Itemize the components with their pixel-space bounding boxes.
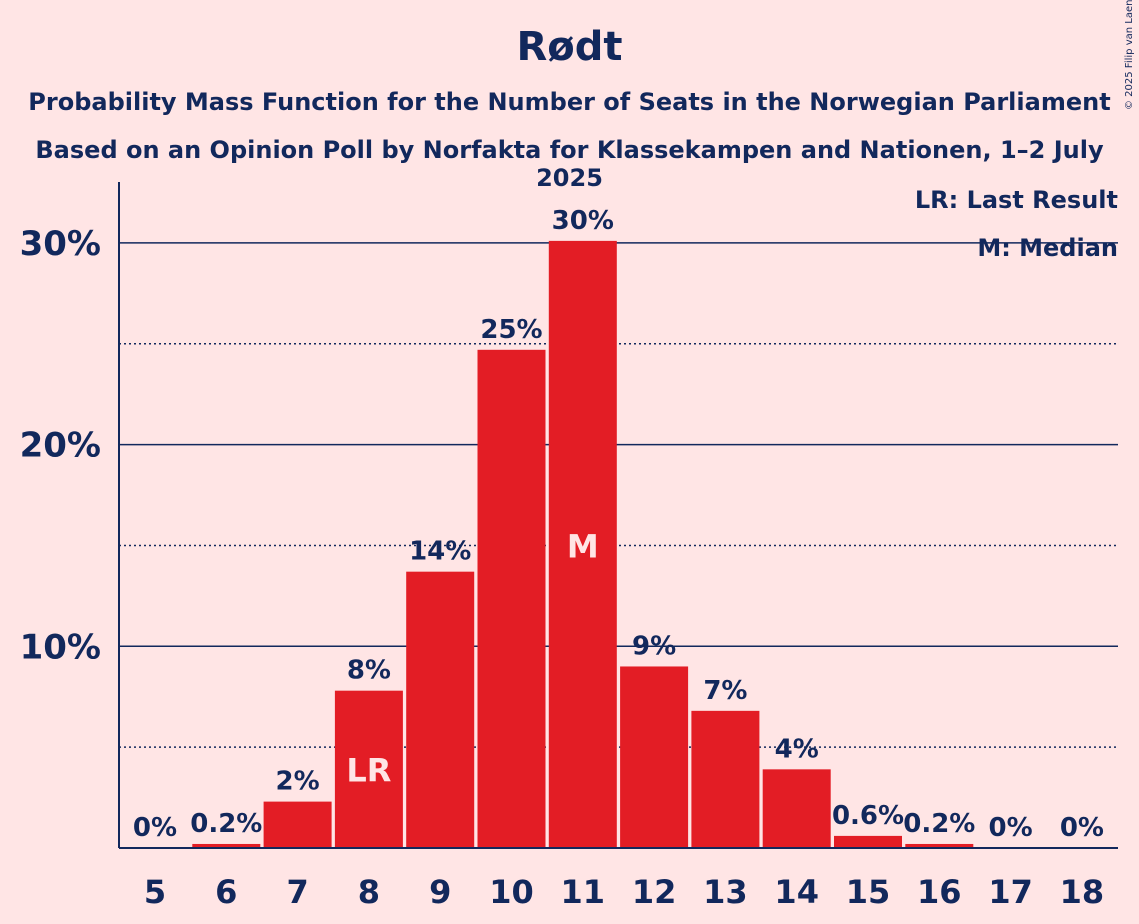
x-tick-label: 16 <box>917 873 962 911</box>
data-label: 25% <box>480 315 542 345</box>
bar <box>691 710 760 848</box>
chart-subtitle: Probability Mass Function for the Number… <box>28 88 1111 116</box>
y-tick-label: 30% <box>20 224 101 264</box>
bar <box>192 843 261 848</box>
data-label: 0.6% <box>832 801 904 831</box>
data-label: 0% <box>989 813 1033 843</box>
x-tick-label: 7 <box>286 873 308 911</box>
bar <box>905 843 974 848</box>
data-label: 0.2% <box>903 809 975 839</box>
bar <box>263 801 332 848</box>
x-tick-label: 5 <box>144 873 166 911</box>
y-tick-label: 20% <box>20 426 101 466</box>
bar <box>406 571 475 848</box>
x-tick-label: 12 <box>632 873 677 911</box>
chart-subtitle-source: Based on an Opinion Poll by Norfakta for… <box>35 136 1104 192</box>
x-tick-label: 18 <box>1060 873 1105 911</box>
data-label: 14% <box>409 537 471 567</box>
bar <box>834 835 902 848</box>
bar <box>334 690 403 848</box>
data-label: 30% <box>552 206 614 236</box>
bar <box>762 769 831 848</box>
data-label: 4% <box>775 734 819 764</box>
bar <box>477 349 546 848</box>
legend-last-result: LR: Last Result <box>914 186 1118 214</box>
x-tick-label: 13 <box>703 873 748 911</box>
x-tick-label: 6 <box>215 873 237 911</box>
chart-title: Rødt <box>516 24 623 70</box>
legend-median: M: Median <box>977 234 1118 262</box>
x-tick-label: 11 <box>561 873 606 911</box>
data-label: 7% <box>703 676 747 706</box>
data-label: 0% <box>133 813 177 843</box>
last-result-marker: LR <box>346 751 391 789</box>
bar <box>548 240 617 848</box>
y-tick-label: 10% <box>20 627 101 667</box>
x-tick-label: 10 <box>489 873 534 911</box>
data-label: 2% <box>276 767 320 797</box>
median-marker: M <box>567 527 599 565</box>
data-label: 8% <box>347 656 391 686</box>
bar <box>620 666 689 848</box>
x-tick-label: 8 <box>358 873 380 911</box>
x-tick-label: 14 <box>774 873 819 911</box>
x-tick-label: 9 <box>429 873 451 911</box>
data-label: 0% <box>1060 813 1104 843</box>
x-tick-label: 15 <box>846 873 891 911</box>
data-label: 9% <box>632 631 676 661</box>
x-tick-label: 17 <box>988 873 1033 911</box>
data-label: 0.2% <box>190 809 262 839</box>
